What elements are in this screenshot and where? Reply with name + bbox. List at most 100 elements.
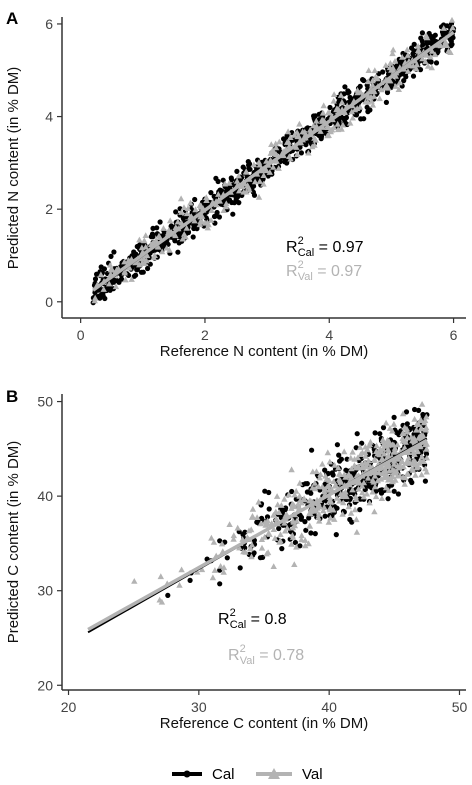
val-point [375,469,383,476]
cal-point [228,175,234,181]
cal-point [133,272,139,278]
y-tick-label: 40 [37,488,53,504]
val-point [362,453,369,459]
val-point [311,135,318,141]
val-point [327,504,334,511]
val-point [404,46,411,53]
cal-point [395,491,401,497]
val-point [269,146,276,153]
r2-cal-value: = 0.97 [314,239,363,256]
val-point [354,89,361,96]
val-point [160,225,167,231]
val-point [301,496,308,503]
val-point [328,498,335,505]
cal-point [337,458,343,464]
cal-point [334,442,340,448]
cal-point [217,581,223,587]
val-point [207,217,215,223]
val-point [281,519,288,526]
val-point [442,38,449,45]
cal-point [419,30,425,36]
val-point [293,144,300,150]
val-point [324,124,331,130]
cal-point [150,225,156,231]
cal-point [316,111,322,117]
val-point [329,126,336,133]
val-point [209,574,217,581]
r2-cal-value: = 0.8 [246,611,287,628]
r2-cal-sub: Cal [230,619,247,631]
val-point [176,582,183,588]
cal-point [347,495,353,501]
val-point [351,462,358,469]
val-point [418,425,425,432]
val-point [403,425,411,432]
val-point [320,117,328,123]
val-point [274,501,281,508]
val-point [270,526,277,532]
val-point [294,501,302,507]
val-point [418,453,426,460]
val-point [325,482,333,488]
val-point [289,532,296,538]
val-point [331,516,338,522]
val-point [413,464,420,471]
cal-point [306,515,312,521]
cal-point [266,489,272,496]
panel-b-y-axis-title: Predicted C content (in % DM) [5,441,22,644]
val-point [272,508,279,515]
val-point [309,504,317,510]
val-point [349,114,356,121]
cal-point [432,32,438,38]
val-point [288,505,295,511]
panel-b-points [131,401,431,605]
panel-a-x-axis-title: Reference N content (in % DM) [160,343,368,360]
cal-point [411,41,417,47]
val-point [410,458,418,464]
cal-point [251,550,257,556]
val-point [293,487,300,494]
val-point [416,443,424,450]
cal-point [391,488,397,494]
val-point [423,468,430,475]
val-point [305,149,312,156]
r2-cal-r: R [218,611,230,628]
val-point [243,188,250,195]
cal-point [373,488,379,494]
val-point [411,415,418,422]
r2-cal-sub: Cal [298,247,315,259]
val-point [330,478,337,484]
val-point [381,450,388,457]
val-fit-line [87,438,428,632]
val-point [285,139,292,145]
cal-point [213,175,219,181]
val-point [263,550,270,557]
val-point [281,495,288,502]
val-point [293,517,300,524]
cal-point [98,264,104,270]
val-point [302,537,309,543]
val-point [437,42,444,49]
val-point [260,172,267,178]
val-point [270,512,277,518]
val-point [359,482,366,489]
val-point [223,200,230,207]
panel-b: B 20 30 40 50 20 30 40 50 Reference C content (… [5,387,467,732]
val-point [230,532,237,539]
cal-point [108,253,114,259]
val-point [382,484,390,491]
cal-point [343,115,349,121]
val-point [347,454,354,461]
cal-point [411,48,417,54]
val-point [311,480,319,486]
val-point [187,199,194,206]
val-point [380,474,387,480]
cal-point [316,132,322,138]
cal-point [134,267,140,273]
cal-point [308,490,314,496]
val-point [313,468,320,474]
val-point [294,151,301,157]
cal-point [391,414,397,420]
val-point [391,445,399,451]
x-tick-label: 2 [201,327,209,343]
